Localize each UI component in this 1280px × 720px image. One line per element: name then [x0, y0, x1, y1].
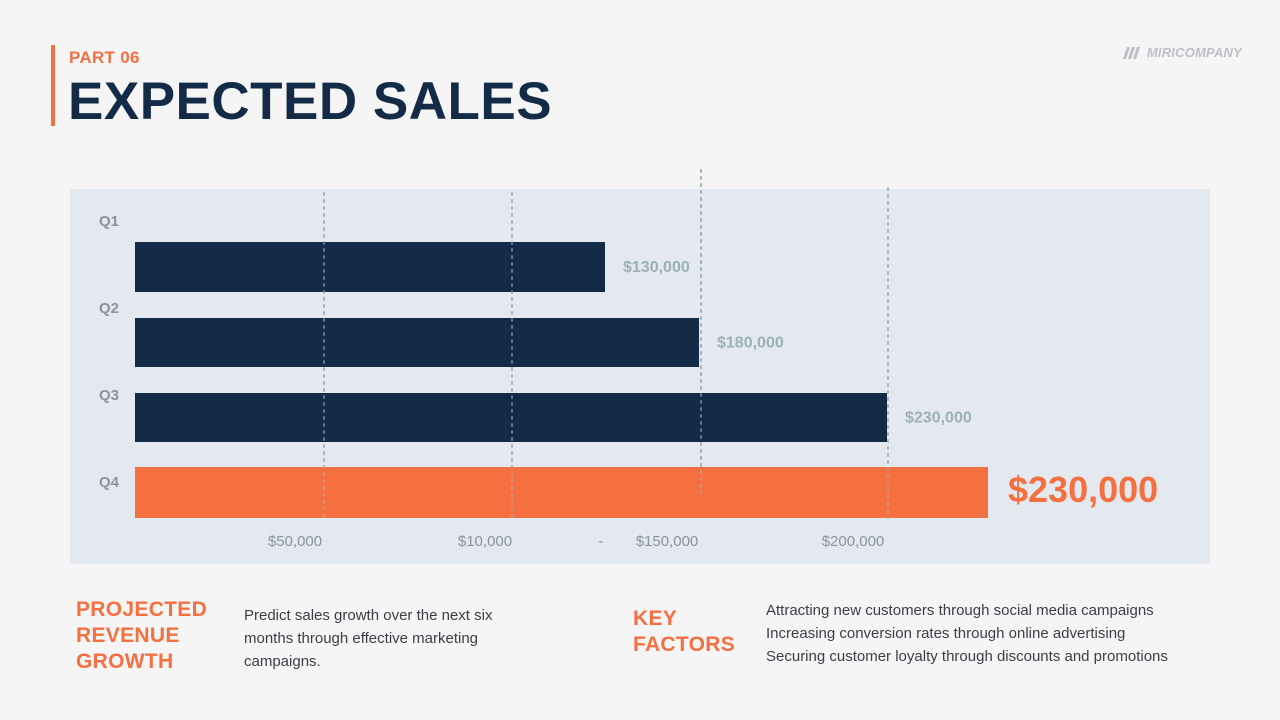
category-label: Q3: [99, 387, 119, 404]
key-factor-item: Increasing conversion rates through onli…: [766, 625, 1126, 642]
category-label: Q2: [99, 300, 119, 317]
brand-mark-icon: [1122, 46, 1140, 59]
category-label: Q4: [99, 474, 120, 491]
data-label: $180,000: [717, 335, 784, 352]
data-label: $230,000: [1008, 469, 1158, 510]
projected-heading: PROJECTED REVENUE GROWTH: [76, 597, 207, 675]
projected-heading-line: REVENUE: [76, 624, 180, 647]
x-tick-label: $150,000: [636, 533, 699, 550]
labels: Q1 Q2 Q3 Q4 $130,000 $180,000 $230,000 $230,000…: [99, 213, 1158, 550]
data-label: $130,000: [623, 259, 690, 276]
x-tick-label: $200,000: [822, 533, 885, 550]
projected-heading-line: GROWTH: [76, 650, 174, 673]
part-label: PART 06: [69, 48, 140, 67]
bar-q1: [135, 242, 605, 292]
brand-name: MIRICOMPANY: [1146, 45, 1242, 60]
page-title: EXPECTED SALES: [68, 72, 553, 131]
bar-q4: [135, 467, 988, 518]
projected-description: Predict sales growth over the next six m…: [244, 607, 493, 670]
key-factor-item: Securing customer loyalty through discou…: [766, 648, 1168, 665]
key-factors-heading: KEY FACTORS: [633, 606, 735, 658]
data-label: $230,000: [905, 410, 972, 427]
key-factors-heading-line: KEY: [633, 607, 678, 630]
key-factor-item: Attracting new customers through social …: [766, 602, 1154, 619]
category-label: Q1: [99, 213, 119, 230]
brand-logo: MIRICOMPANY: [1121, 45, 1242, 60]
x-tick-label: $10,000: [458, 533, 512, 550]
x-tick-label: $50,000: [268, 533, 322, 550]
title-accent-bar: [51, 45, 55, 126]
key-factors-heading-line: FACTORS: [633, 633, 736, 656]
projected-heading-line: PROJECTED: [76, 598, 208, 621]
bars: [135, 169, 988, 519]
x-tick-label: -: [599, 533, 604, 550]
key-factors-list: Attracting new customers through social …: [766, 599, 1168, 668]
bar-q2: [135, 318, 699, 367]
